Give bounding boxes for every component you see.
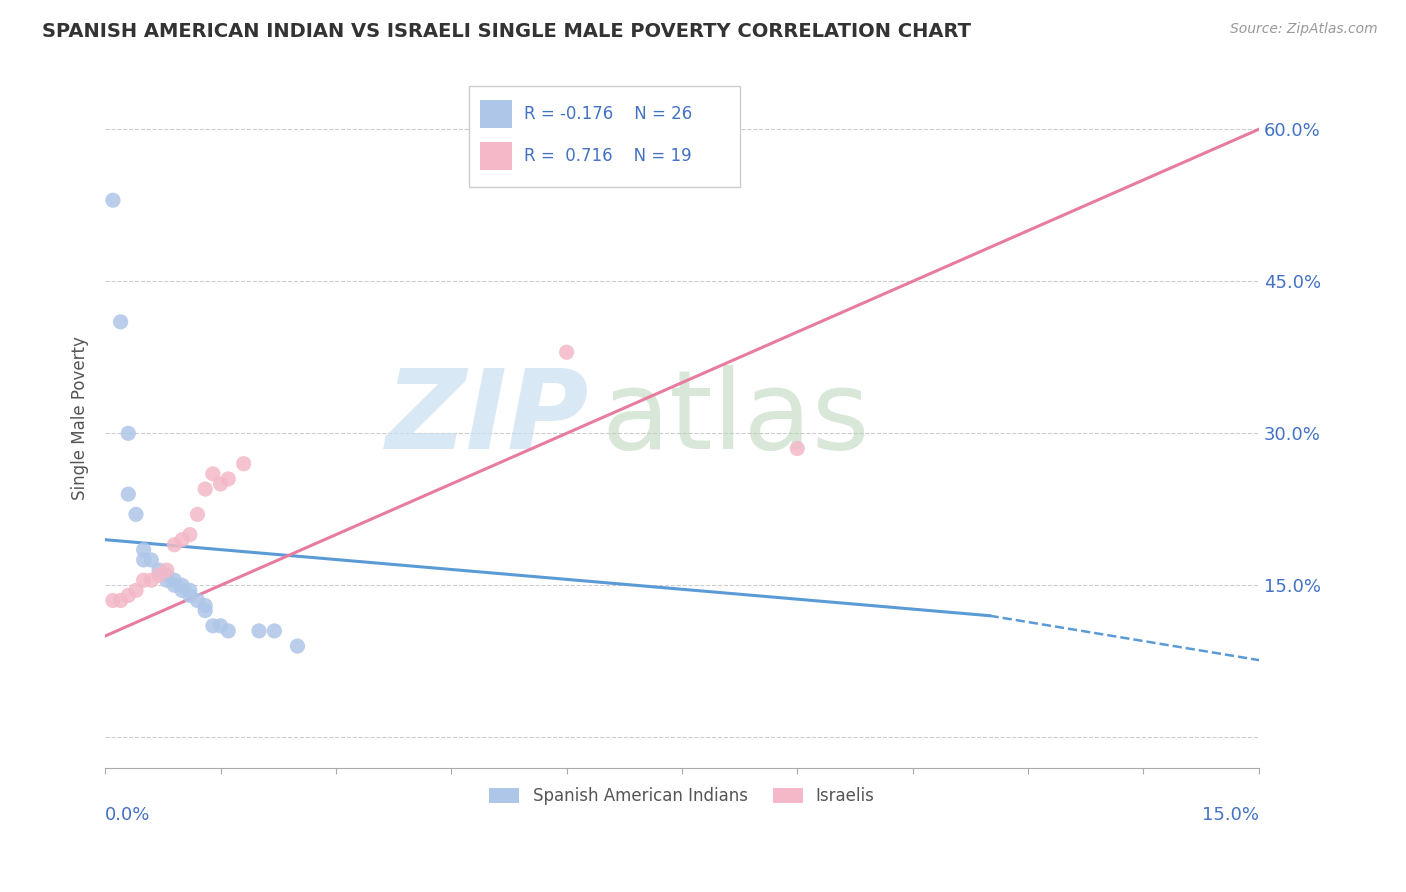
Point [141, 573, 163, 587]
Point [194, 604, 217, 618]
Point [186, 593, 208, 607]
Point [194, 482, 217, 496]
Y-axis label: Single Male Poverty: Single Male Poverty [72, 336, 89, 500]
Point [209, 477, 232, 491]
Point [101, 193, 124, 207]
Point [179, 589, 201, 603]
Point [110, 593, 132, 607]
Point [201, 619, 224, 633]
Point [172, 533, 194, 547]
Text: SPANISH AMERICAN INDIAN VS ISRAELI SINGLE MALE POVERTY CORRELATION CHART: SPANISH AMERICAN INDIAN VS ISRAELI SINGL… [42, 22, 972, 41]
Bar [479, 142, 512, 169]
Point [141, 553, 163, 567]
Point [186, 508, 208, 522]
Text: R = -0.176    N = 26: R = -0.176 N = 26 [524, 105, 692, 123]
Legend: Spanish American Indians, Israelis: Spanish American Indians, Israelis [482, 780, 882, 812]
Point [132, 542, 155, 557]
Point [117, 426, 139, 441]
Point [179, 527, 201, 541]
Point [172, 578, 194, 592]
Point [110, 315, 132, 329]
Point [217, 472, 239, 486]
Point [156, 568, 179, 582]
Point [232, 457, 254, 471]
Point [117, 589, 139, 603]
Point [163, 578, 186, 592]
Point [156, 563, 179, 577]
Text: 15.0%: 15.0% [1202, 806, 1258, 824]
Text: R =  0.716    N = 19: R = 0.716 N = 19 [524, 147, 692, 165]
Text: 0.0%: 0.0% [105, 806, 150, 824]
Point [209, 619, 232, 633]
Point [132, 553, 155, 567]
Point [201, 467, 224, 481]
Point [217, 624, 239, 638]
FancyBboxPatch shape [468, 86, 740, 187]
Point [117, 487, 139, 501]
Point [163, 573, 186, 587]
Text: Source: ZipAtlas.com: Source: ZipAtlas.com [1230, 22, 1378, 37]
Point [555, 345, 578, 359]
Point [132, 573, 155, 587]
Point [287, 639, 309, 653]
Point [194, 599, 217, 613]
Point [148, 568, 170, 582]
Point [125, 583, 148, 598]
Point [163, 538, 186, 552]
Point [156, 573, 179, 587]
Text: atlas: atlas [602, 365, 870, 472]
Point [179, 583, 201, 598]
Point [247, 624, 270, 638]
Point [148, 563, 170, 577]
Bar [479, 100, 512, 128]
Point [786, 442, 808, 456]
Text: ZIP: ZIP [387, 365, 589, 472]
Point [263, 624, 285, 638]
Point [172, 583, 194, 598]
Point [125, 508, 148, 522]
Point [101, 593, 124, 607]
